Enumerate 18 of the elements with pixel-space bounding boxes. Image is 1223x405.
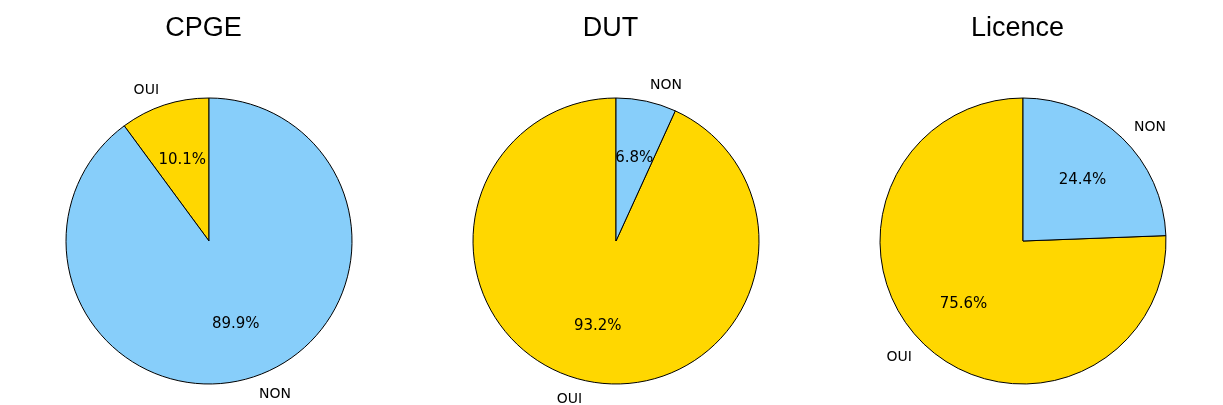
slice-label: NON <box>258 385 291 402</box>
slice-label: NON <box>649 76 682 93</box>
data-label: 24.4% <box>1058 170 1107 189</box>
pie-slice <box>879 97 1167 385</box>
data-label: 10.1% <box>158 150 207 169</box>
data-label: 93.2% <box>573 315 622 334</box>
slice-label: NON <box>1134 117 1167 134</box>
chart-title: DUT <box>581 12 640 43</box>
data-label: 89.9% <box>211 313 260 332</box>
pie-slice <box>65 97 353 385</box>
chart-title: Licence <box>969 12 1066 43</box>
chart-title: CPGE <box>164 12 243 43</box>
slice-label: OUI <box>133 80 160 97</box>
slice-label: OUI <box>886 348 912 365</box>
slice-label: OUI <box>556 389 583 405</box>
data-label: 75.6% <box>939 293 988 312</box>
data-label: 6.8% <box>615 148 654 167</box>
pie-slice <box>472 97 760 385</box>
